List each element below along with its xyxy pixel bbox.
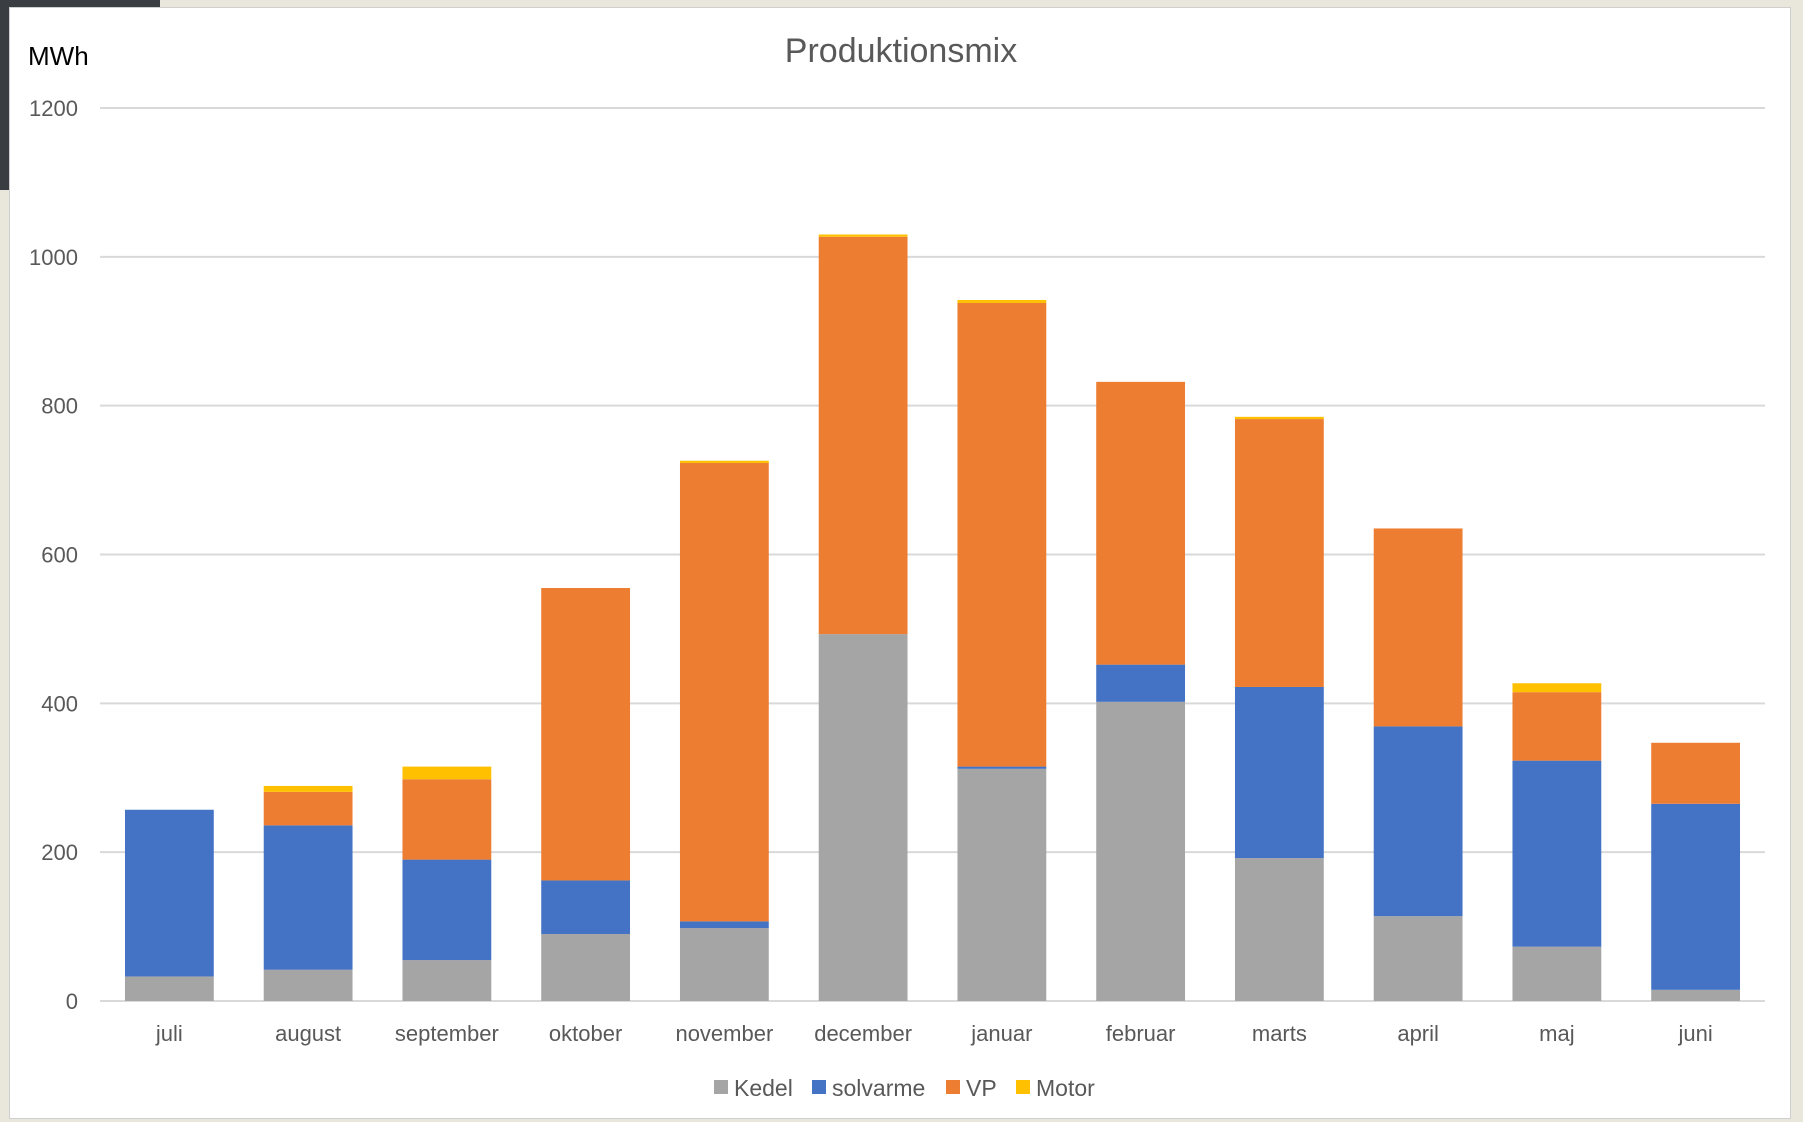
x-tick-label: november	[675, 1021, 773, 1046]
bar-vp-februar	[1096, 381, 1186, 665]
y-tick-label: 1000	[29, 245, 78, 270]
bar-solvarme-april	[1373, 726, 1463, 917]
bar-vp-juni	[1651, 742, 1741, 804]
bars	[124, 234, 1741, 1001]
legend-label-motor: Motor	[1036, 1075, 1095, 1101]
bar-motor-marts	[1234, 416, 1324, 420]
x-tick-label: september	[395, 1021, 499, 1046]
bar-kedel-september	[402, 960, 492, 1001]
x-tick-label: maj	[1539, 1021, 1574, 1046]
x-tick-label: april	[1397, 1021, 1439, 1046]
legend-label-solvarme: solvarme	[832, 1075, 925, 1101]
bar-kedel-maj	[1512, 946, 1602, 1001]
bar-solvarme-juli	[124, 809, 214, 977]
x-tick-label: januar	[970, 1021, 1032, 1046]
bar-solvarme-november	[679, 921, 769, 929]
legend-label-vp: VP	[966, 1075, 997, 1101]
bar-motor-august	[263, 785, 353, 792]
bar-solvarme-oktober	[541, 880, 631, 935]
bar-kedel-august	[263, 969, 353, 1001]
bar-vp-marts	[1234, 419, 1324, 687]
bar-solvarme-marts	[1234, 686, 1324, 859]
y-tick-label: 400	[41, 691, 78, 716]
y-tick-label: 800	[41, 394, 78, 419]
bar-vp-november	[679, 462, 769, 922]
bar-vp-september	[402, 779, 492, 860]
y-axis-ticks: 0 200 400 600 800 1000 1200	[29, 96, 78, 1014]
bar-solvarme-august	[263, 825, 353, 970]
bar-solvarme-juni	[1651, 803, 1741, 990]
bar-kedel-december	[818, 634, 908, 1001]
bar-solvarme-februar	[1096, 664, 1186, 702]
bar-vp-maj	[1512, 692, 1602, 761]
bar-motor-september	[402, 766, 492, 780]
bar-kedel-marts	[1234, 858, 1324, 1001]
bar-kedel-februar	[1096, 701, 1186, 1001]
gridlines	[100, 107, 1765, 1002]
y-tick-label: 1200	[29, 96, 78, 121]
legend-swatch-vp	[946, 1080, 960, 1094]
x-tick-label: juni	[1678, 1021, 1713, 1046]
x-tick-label: august	[275, 1021, 341, 1046]
y-tick-label: 600	[41, 543, 78, 568]
bar-kedel-juli	[124, 976, 214, 1001]
y-tick-label: 200	[41, 840, 78, 865]
bar-vp-januar	[957, 302, 1047, 767]
bar-kedel-oktober	[541, 934, 631, 1001]
x-tick-label: juli	[155, 1021, 183, 1046]
bar-motor-maj	[1512, 683, 1602, 693]
bar-solvarme-september	[402, 859, 492, 961]
bar-vp-april	[1373, 528, 1463, 727]
legend-swatch-solvarme	[812, 1080, 826, 1094]
legend: Kedel solvarme VP Motor	[714, 1075, 1095, 1101]
unit-label: MWh	[28, 41, 89, 71]
x-axis-ticks: juli august september oktober november decemb…	[155, 1021, 1713, 1046]
bar-vp-oktober	[541, 587, 631, 881]
bar-motor-januar	[957, 299, 1047, 303]
x-tick-label: februar	[1106, 1021, 1176, 1046]
bar-kedel-januar	[957, 768, 1047, 1001]
bar-solvarme-maj	[1512, 760, 1602, 947]
legend-swatch-kedel	[714, 1080, 728, 1094]
bar-kedel-juni	[1651, 989, 1741, 1001]
bar-kedel-april	[1373, 916, 1463, 1001]
bar-vp-december	[818, 236, 908, 635]
legend-swatch-motor	[1016, 1080, 1030, 1094]
bar-solvarme-januar	[957, 766, 1047, 769]
x-tick-label: oktober	[549, 1021, 622, 1046]
x-tick-label: december	[814, 1021, 912, 1046]
bar-motor-november	[679, 460, 769, 463]
bar-vp-august	[263, 791, 353, 826]
legend-label-kedel: Kedel	[734, 1075, 793, 1101]
bar-kedel-november	[679, 928, 769, 1001]
bar-motor-december	[818, 234, 908, 237]
y-tick-label: 0	[66, 989, 78, 1014]
x-tick-label: marts	[1252, 1021, 1307, 1046]
chart-title: Produktionsmix	[785, 32, 1017, 70]
